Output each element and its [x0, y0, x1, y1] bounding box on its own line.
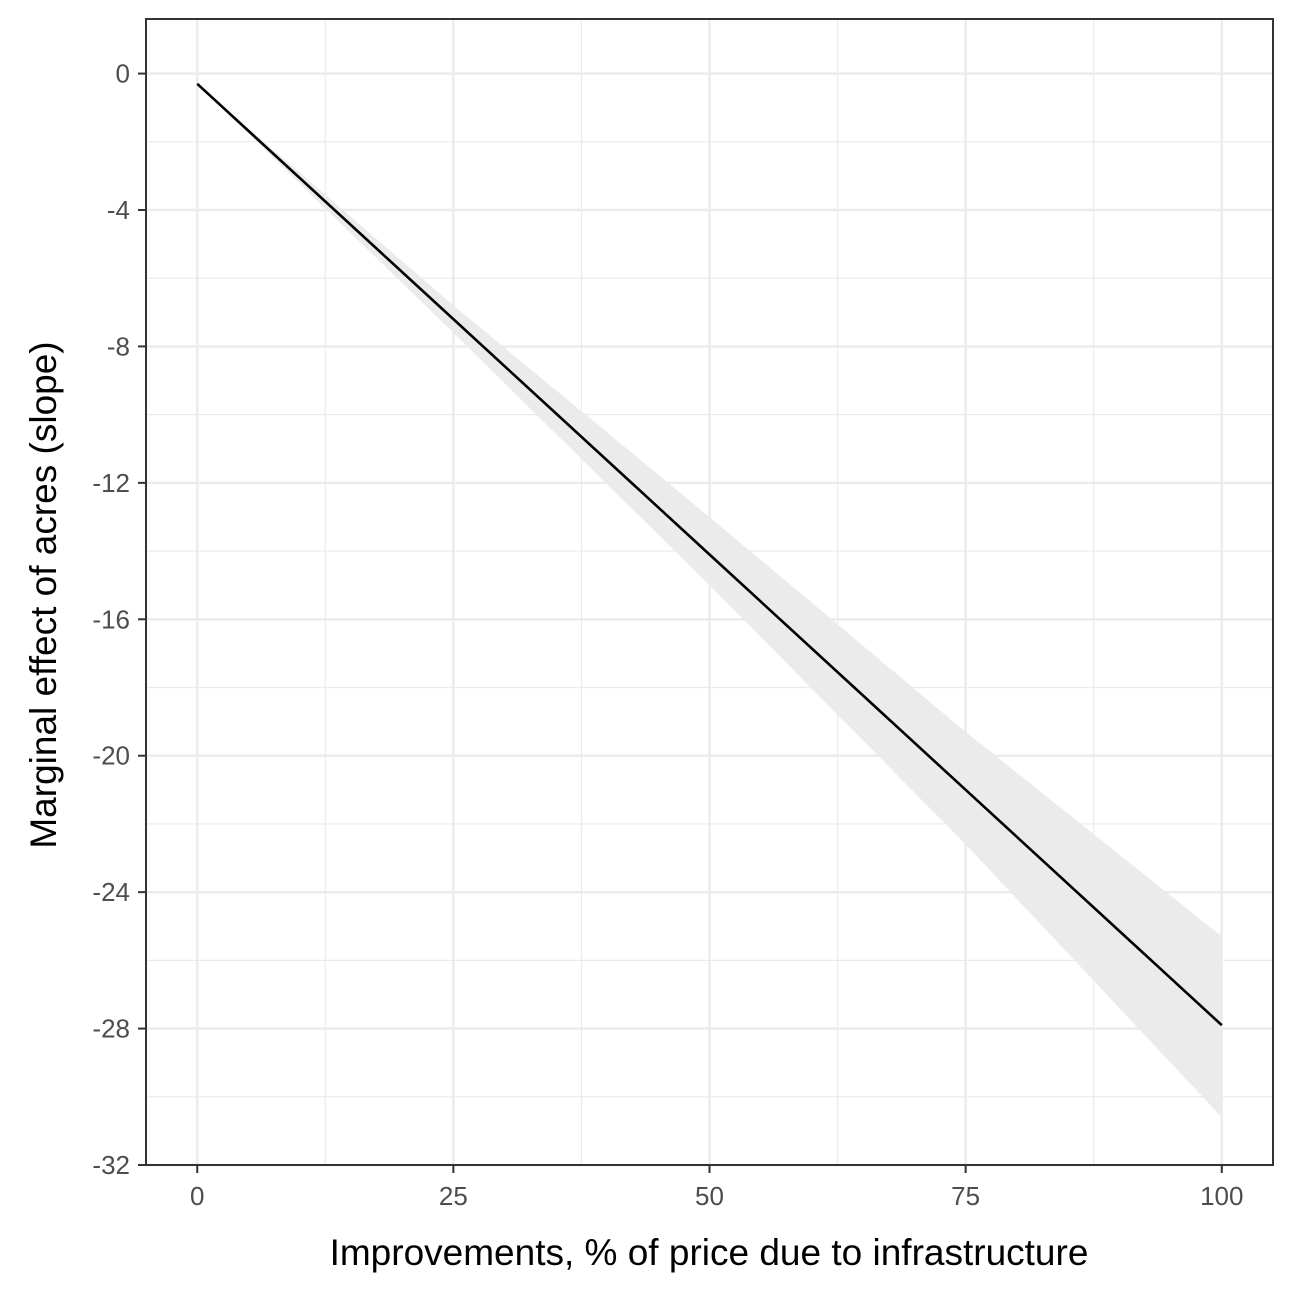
- y-tick-label: -20: [92, 741, 130, 771]
- x-tick-label: 100: [1200, 1181, 1243, 1211]
- y-tick-label: -24: [92, 877, 130, 907]
- marginal-effect-line: [196, 82, 1223, 1027]
- y-axis-title: Marginal effect of acres (slope): [23, 341, 64, 848]
- y-tick-label: -12: [92, 468, 130, 498]
- effect-line-layer: [196, 82, 1223, 1027]
- y-tick-label: -28: [92, 1014, 130, 1044]
- x-axis: 0 25 50 75 100: [190, 1165, 1243, 1211]
- x-tick-label: 50: [695, 1181, 724, 1211]
- y-tick-label: -4: [107, 195, 130, 225]
- x-tick-label: 0: [190, 1181, 204, 1211]
- y-tick-label: -32: [92, 1150, 130, 1180]
- y-tick-label: 0: [116, 59, 130, 89]
- y-tick-label: -16: [92, 604, 130, 634]
- y-tick-label: -8: [107, 331, 130, 361]
- y-axis: 0 -4 -8 -12 -16 -20 -24 -28 -32: [92, 59, 146, 1180]
- x-axis-title: Improvements, % of price due to infrastr…: [330, 1232, 1089, 1273]
- x-tick-label: 75: [951, 1181, 980, 1211]
- x-tick-label: 25: [439, 1181, 468, 1211]
